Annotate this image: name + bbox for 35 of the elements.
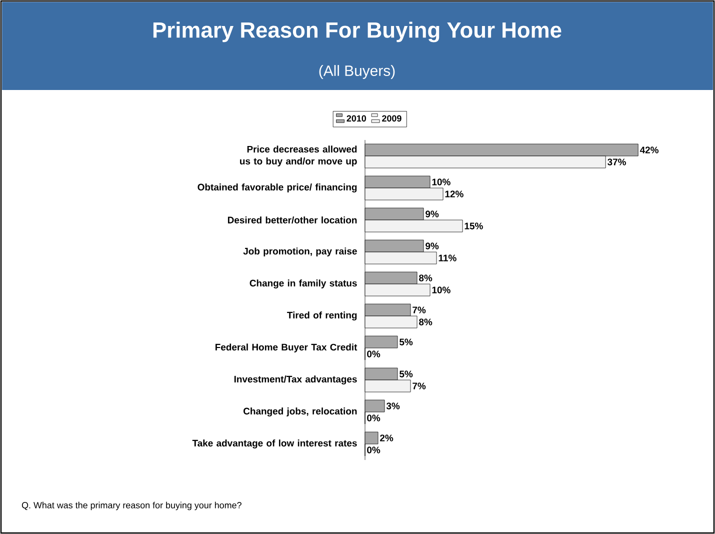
- data-label: 2%: [380, 434, 394, 442]
- y-tick-label: Changed jobs, relocation: [244, 408, 357, 416]
- data-label: 10%: [432, 286, 450, 294]
- data-label: 0%: [367, 414, 380, 422]
- data-label: 37%: [608, 158, 626, 166]
- y-tick-label: Job promotion, pay raise: [243, 248, 357, 256]
- data-label: 12%: [445, 190, 464, 198]
- data-label: 9%: [426, 210, 439, 218]
- legend-label: 2010: [346, 115, 366, 122]
- y-tick-label: Federal Home Buyer Tax Credit: [216, 344, 358, 352]
- data-label: 42%: [640, 146, 659, 154]
- data-label: 0%: [367, 350, 380, 358]
- data-label: 15%: [464, 222, 483, 230]
- data-label: 0%: [367, 446, 380, 454]
- data-label: 9%: [426, 242, 439, 250]
- y-tick-label: Change in family status: [250, 280, 357, 288]
- y-tick-label: Obtained favorable price/ financing: [198, 184, 357, 192]
- text: Q. What was the primary reason for buying your home?: [22, 502, 242, 510]
- legend-label: 2009: [382, 115, 402, 122]
- data-label: 7%: [412, 382, 426, 390]
- y-tick-label: Take advantage of low interest rates: [192, 440, 357, 448]
- data-label: 7%: [412, 306, 426, 314]
- chart-title: Primary Reason For Buying Your Home: [153, 22, 562, 42]
- data-label: 3%: [386, 402, 400, 410]
- data-label: 5%: [400, 370, 413, 378]
- chart-subtitle: (All Buyers): [319, 65, 395, 79]
- data-label: 10%: [432, 178, 450, 186]
- y-tick-label: Tired of renting: [287, 312, 357, 320]
- y-tick-label: Price decreases allowed us to buy and/or move up: [240, 146, 357, 166]
- data-label: 8%: [419, 318, 432, 326]
- y-tick-label: Investment/Tax advantages: [234, 376, 357, 384]
- y-tick-label: Desired better/other location: [228, 216, 357, 224]
- data-label: 8%: [419, 274, 432, 282]
- data-label: 5%: [400, 338, 413, 346]
- data-label: 11%: [438, 254, 456, 262]
